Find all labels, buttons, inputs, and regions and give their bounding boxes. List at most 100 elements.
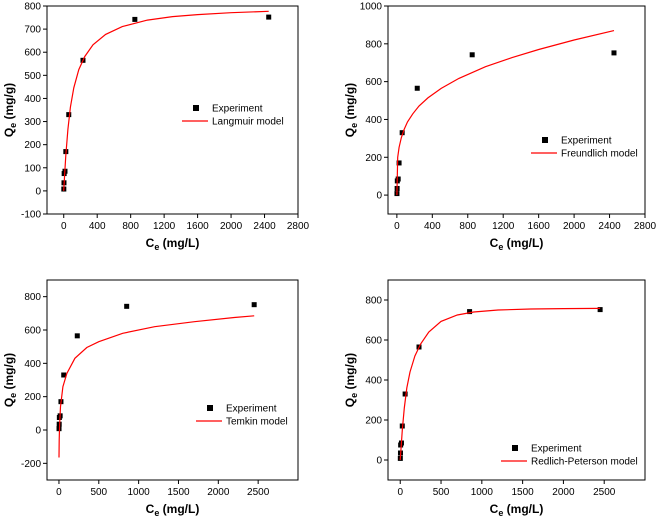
x-axis-label-unit: (mg/L) xyxy=(503,502,543,516)
y-tick-label: 400 xyxy=(24,94,41,105)
x-tick-label: 1500 xyxy=(167,487,190,498)
x-tick-label: 1600 xyxy=(528,221,551,232)
x-axis-label-unit: (mg/L) xyxy=(159,502,199,516)
x-tick-label: 2000 xyxy=(563,221,586,232)
y-axis-label-subscript: e xyxy=(8,393,18,398)
y-tick-label: 300 xyxy=(24,117,41,128)
y-tick-label: 600 xyxy=(365,336,382,347)
data-point xyxy=(66,112,72,118)
plot-frame xyxy=(46,5,299,215)
x-axis-label-main: C xyxy=(146,502,155,516)
y-tick-label: 600 xyxy=(24,48,41,59)
y-axis-label-unit: (mg/g) xyxy=(2,83,16,123)
y-tick-label: 0 xyxy=(376,191,382,202)
data-point xyxy=(399,130,405,136)
x-axis-label-main: C xyxy=(146,236,155,250)
x-tick-label: 2800 xyxy=(634,221,657,232)
x-tick-label: 1600 xyxy=(186,221,209,232)
y-tick-label: 600 xyxy=(24,326,41,337)
y-axis-label: Qe (mg/g) xyxy=(2,353,18,407)
chart-panel-4: 0 500 1000 1500 2000 2500 0 200 400 600 800 Ce (mg/… xyxy=(343,279,646,518)
model-curve xyxy=(399,307,601,461)
chart-panel-3: 0 500 1000 1500 2000 2500 -200 0 200 400 600 800 Ce … xyxy=(2,279,299,518)
x-tick-label: 2400 xyxy=(253,221,276,232)
data-point xyxy=(396,160,402,166)
x-tick-label: 1000 xyxy=(471,487,494,498)
y-tick-label: 600 xyxy=(365,77,382,88)
y-tick-label: 700 xyxy=(24,25,41,36)
x-axis-label-main: C xyxy=(490,502,499,516)
data-point xyxy=(414,85,420,91)
x-axis-label-unit: (mg/L) xyxy=(159,236,199,250)
y-axis-label-subscript: e xyxy=(8,123,18,128)
y-tick-label: 200 xyxy=(365,153,382,164)
x-tick-label: 500 xyxy=(90,487,107,498)
y-tick-label: 0 xyxy=(376,456,382,467)
legend-label: Redlich-Peterson model xyxy=(531,457,638,468)
y-tick-label: 200 xyxy=(24,392,41,403)
y-axis-label-main: Q xyxy=(2,128,16,137)
y-tick-label: 500 xyxy=(24,71,41,82)
x-tick-label: 400 xyxy=(89,221,106,232)
data-point xyxy=(124,303,130,309)
y-tick-label: 800 xyxy=(24,292,41,303)
y-tick-label: 0 xyxy=(35,186,41,197)
legend-label: Langmuir model xyxy=(212,117,284,128)
y-tick-label: 200 xyxy=(365,416,382,427)
x-tick-label: 0 xyxy=(61,221,67,232)
legend-label: Experiment xyxy=(531,444,582,455)
x-axis-label-unit: (mg/L) xyxy=(503,236,543,250)
x-tick-label: 500 xyxy=(433,487,450,498)
y-axis-label: Qe (mg/g) xyxy=(343,83,359,137)
x-axis-label-subscript: e xyxy=(498,242,503,252)
data-point xyxy=(266,14,272,20)
y-axis-label-subscript: e xyxy=(349,123,359,128)
model-curve xyxy=(63,10,269,191)
chart-panel-1: 0 400 800 1200 1600 2000 2400 2800 -100 0 100 200 30… xyxy=(2,2,310,253)
x-tick-label: 1500 xyxy=(511,487,534,498)
y-tick-label: 800 xyxy=(24,2,41,13)
y-tick-label: 0 xyxy=(35,426,41,437)
x-tick-label: 800 xyxy=(459,221,476,232)
legend-label: Experiment xyxy=(226,404,277,415)
x-tick-label: 0 xyxy=(56,487,62,498)
legend-marker-swatch xyxy=(207,405,213,411)
legend-marker-swatch xyxy=(542,137,548,143)
x-tick-label: 0 xyxy=(397,487,403,498)
x-tick-label: 2000 xyxy=(552,487,575,498)
legend-marker-swatch xyxy=(193,105,199,111)
y-tick-label: 400 xyxy=(365,376,382,387)
y-axis-label-main: Q xyxy=(343,128,357,137)
y-axis-label-main: Q xyxy=(343,398,357,407)
data-point xyxy=(402,391,408,397)
legend-label: Experiment xyxy=(212,104,263,115)
x-tick-label: 800 xyxy=(122,221,139,232)
data-point xyxy=(395,176,401,182)
y-axis-label-unit: (mg/g) xyxy=(343,83,357,123)
y-axis-label-main: Q xyxy=(2,398,16,407)
legend-marker-swatch xyxy=(512,445,518,451)
y-axis-label-subscript: e xyxy=(349,393,359,398)
y-axis-label: Qe (mg/g) xyxy=(343,353,359,407)
x-tick-label: 0 xyxy=(394,221,400,232)
x-tick-label: 2500 xyxy=(247,487,270,498)
chart-panel-2: 0 400 800 1200 1600 2000 2400 2800 0 200 400 600 800… xyxy=(343,2,657,253)
data-point xyxy=(611,50,617,56)
plot-frame xyxy=(387,5,646,215)
x-tick-label: 2000 xyxy=(207,487,230,498)
y-tick-label: 100 xyxy=(24,163,41,174)
legend-label: Temkin model xyxy=(226,417,288,428)
x-axis-label-subscript: e xyxy=(154,242,159,252)
data-point xyxy=(132,16,138,22)
legend-label: Freundlich model xyxy=(561,149,638,160)
y-tick-label: 1000 xyxy=(360,2,383,13)
x-tick-label: 1200 xyxy=(153,221,176,232)
y-axis-label: Qe (mg/g) xyxy=(2,83,18,137)
y-tick-label: 800 xyxy=(365,39,382,50)
data-point xyxy=(469,52,475,58)
x-tick-label: 1200 xyxy=(492,221,515,232)
y-tick-label: 800 xyxy=(365,296,382,307)
x-tick-label: 2800 xyxy=(287,221,310,232)
x-axis-label: Ce (mg/L) xyxy=(146,502,200,518)
x-tick-label: 2400 xyxy=(598,221,621,232)
